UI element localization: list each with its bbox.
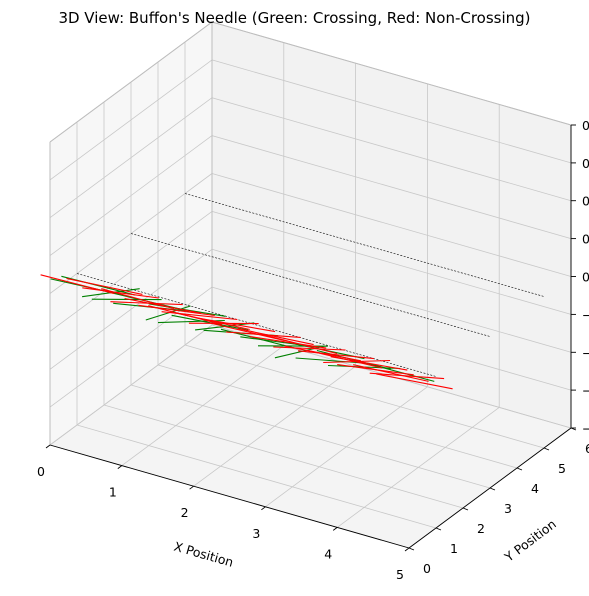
y-axis-label: Y Position bbox=[501, 516, 559, 565]
z-tick-label: −0.050 bbox=[582, 345, 589, 360]
y-tick-label: 1 bbox=[450, 541, 458, 556]
y-tick-label: 4 bbox=[531, 481, 539, 496]
x-tick bbox=[261, 507, 265, 510]
y-tick-label: 2 bbox=[477, 521, 485, 536]
z-tick-label: −0.075 bbox=[582, 383, 589, 398]
chart-title: 3D View: Buffon's Needle (Green: Crossin… bbox=[0, 9, 589, 27]
y-tick bbox=[517, 468, 522, 470]
x-tick-label: 3 bbox=[252, 526, 260, 541]
y-tick bbox=[544, 448, 549, 450]
y-tick bbox=[463, 508, 468, 510]
z-tick-label: 0.075 bbox=[582, 156, 589, 171]
y-tick bbox=[436, 528, 441, 530]
z-tick-label: −0.100 bbox=[582, 421, 589, 436]
y-tick-label: 5 bbox=[558, 461, 566, 476]
x-tick bbox=[118, 466, 122, 469]
x-tick bbox=[46, 445, 50, 448]
y-tick-label: 3 bbox=[504, 501, 512, 516]
x-tick bbox=[190, 486, 194, 489]
x-tick-label: 1 bbox=[109, 485, 117, 500]
z-tick-label: −0.025 bbox=[582, 307, 589, 322]
x-tick-label: 2 bbox=[181, 505, 189, 520]
x-tick bbox=[333, 527, 337, 530]
x-tick-label: 5 bbox=[396, 567, 404, 582]
y-tick bbox=[409, 548, 414, 550]
z-tick-label: 0.050 bbox=[582, 194, 589, 209]
y-tick-label: 0 bbox=[423, 561, 431, 576]
y-tick bbox=[490, 488, 495, 490]
z-tick-label: 0.025 bbox=[582, 232, 589, 247]
y-tick-label: 6 bbox=[585, 441, 589, 456]
z-tick-label: 0.100 bbox=[582, 118, 589, 133]
x-tick-label: 0 bbox=[37, 464, 45, 479]
x-tick-label: 4 bbox=[324, 546, 332, 561]
x-tick bbox=[405, 548, 409, 551]
x-axis-label: X Position bbox=[172, 539, 235, 570]
z-tick-label: 0.000 bbox=[582, 270, 589, 285]
